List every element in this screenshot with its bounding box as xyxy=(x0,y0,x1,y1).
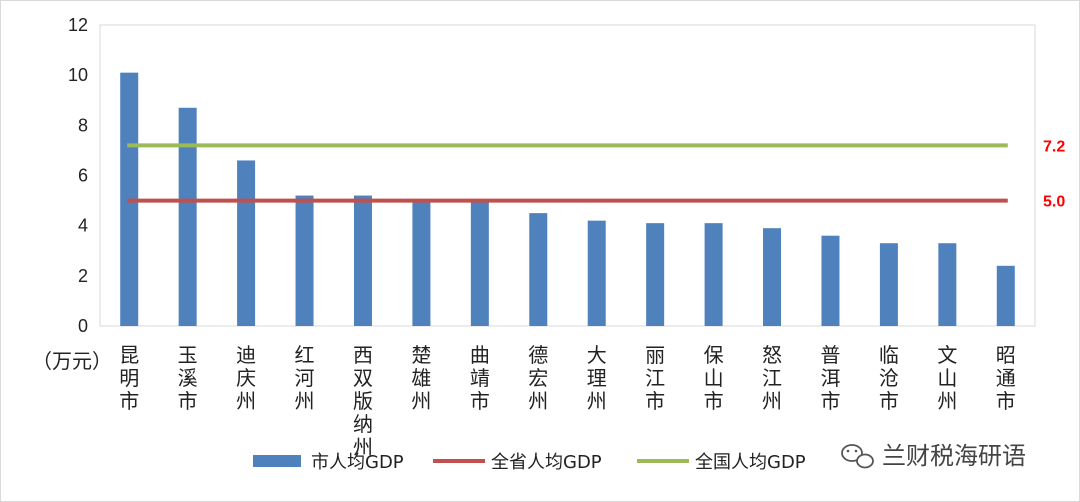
wechat-icon xyxy=(841,444,874,469)
x-tick-label: 保山市 xyxy=(704,343,724,413)
y-tick-label: 12 xyxy=(68,15,88,35)
bar xyxy=(178,107,197,327)
bar xyxy=(237,160,256,326)
bars xyxy=(120,72,1015,327)
bar xyxy=(353,195,372,326)
legend-item: 全省人均GDP xyxy=(433,452,602,473)
bar xyxy=(412,200,431,326)
x-tick-label: 玉溪市 xyxy=(178,343,198,413)
bar xyxy=(879,243,898,326)
y-tick-label: 6 xyxy=(78,166,88,186)
bar xyxy=(295,195,314,326)
legend-item: 市人均GDP xyxy=(253,452,404,473)
bar xyxy=(704,223,723,326)
y-tick-label: 2 xyxy=(78,266,88,286)
x-tick-label: 怒江州 xyxy=(762,343,782,413)
x-tick-label: 西双版纳州 xyxy=(353,343,373,459)
y-tick-label: 8 xyxy=(78,115,88,135)
x-tick-label: 文山州 xyxy=(937,343,957,413)
x-tick-label: 临沧市 xyxy=(879,343,899,413)
bar xyxy=(470,200,489,326)
x-tick-label: 昆明市 xyxy=(119,343,139,413)
x-tick-label: 红河州 xyxy=(295,343,315,413)
x-tick-label: 曲靖市 xyxy=(470,343,490,413)
x-tick-label: 楚雄州 xyxy=(411,343,431,413)
x-tick-label: 昭通市 xyxy=(996,343,1016,413)
plot-area xyxy=(99,24,1036,327)
bar xyxy=(938,243,957,326)
y-axis: 0 2 4 6 8 10 12 xyxy=(68,15,88,336)
legend-label: 市人均GDP xyxy=(311,452,404,473)
x-axis: 昆明市 玉溪市 迪庆州 红河州 西双版纳州 楚雄州 曲靖市 德宏州 大理州 丽江市 保山市 怒江州 普洱… xyxy=(119,343,1016,459)
bar xyxy=(587,220,606,326)
bar xyxy=(646,223,665,326)
y-tick-label: 0 xyxy=(78,316,88,336)
legend-label: 全国人均GDP xyxy=(695,452,806,473)
bar xyxy=(821,235,840,326)
bar xyxy=(996,265,1015,326)
legend-swatch xyxy=(253,455,301,467)
x-tick-label: 大理州 xyxy=(587,343,607,413)
reference-line-label: 5.0 xyxy=(1043,194,1065,211)
plot-border xyxy=(99,24,1036,327)
watermark-text: 兰财税海研语 xyxy=(882,442,1026,470)
x-tick-label: 迪庆州 xyxy=(236,343,256,413)
y-tick-label: 10 xyxy=(68,65,88,85)
reference-line-label: 7.2 xyxy=(1043,138,1065,155)
x-tick-label: 德宏州 xyxy=(528,343,548,413)
reference-lines: 7.2 5.0 xyxy=(127,138,1065,211)
y-unit-label: （万元） xyxy=(32,349,112,373)
x-tick-label: 普洱市 xyxy=(820,343,840,413)
legend: 市人均GDP 全省人均GDP 全国人均GDP xyxy=(253,452,806,473)
legend-item: 全国人均GDP xyxy=(637,452,806,473)
watermark: 兰财税海研语 xyxy=(841,442,1026,470)
legend-label: 全省人均GDP xyxy=(491,452,602,473)
y-tick-label: 4 xyxy=(78,216,88,236)
bar xyxy=(763,228,782,326)
x-tick-label: 丽江市 xyxy=(645,343,665,413)
bar xyxy=(529,213,548,326)
